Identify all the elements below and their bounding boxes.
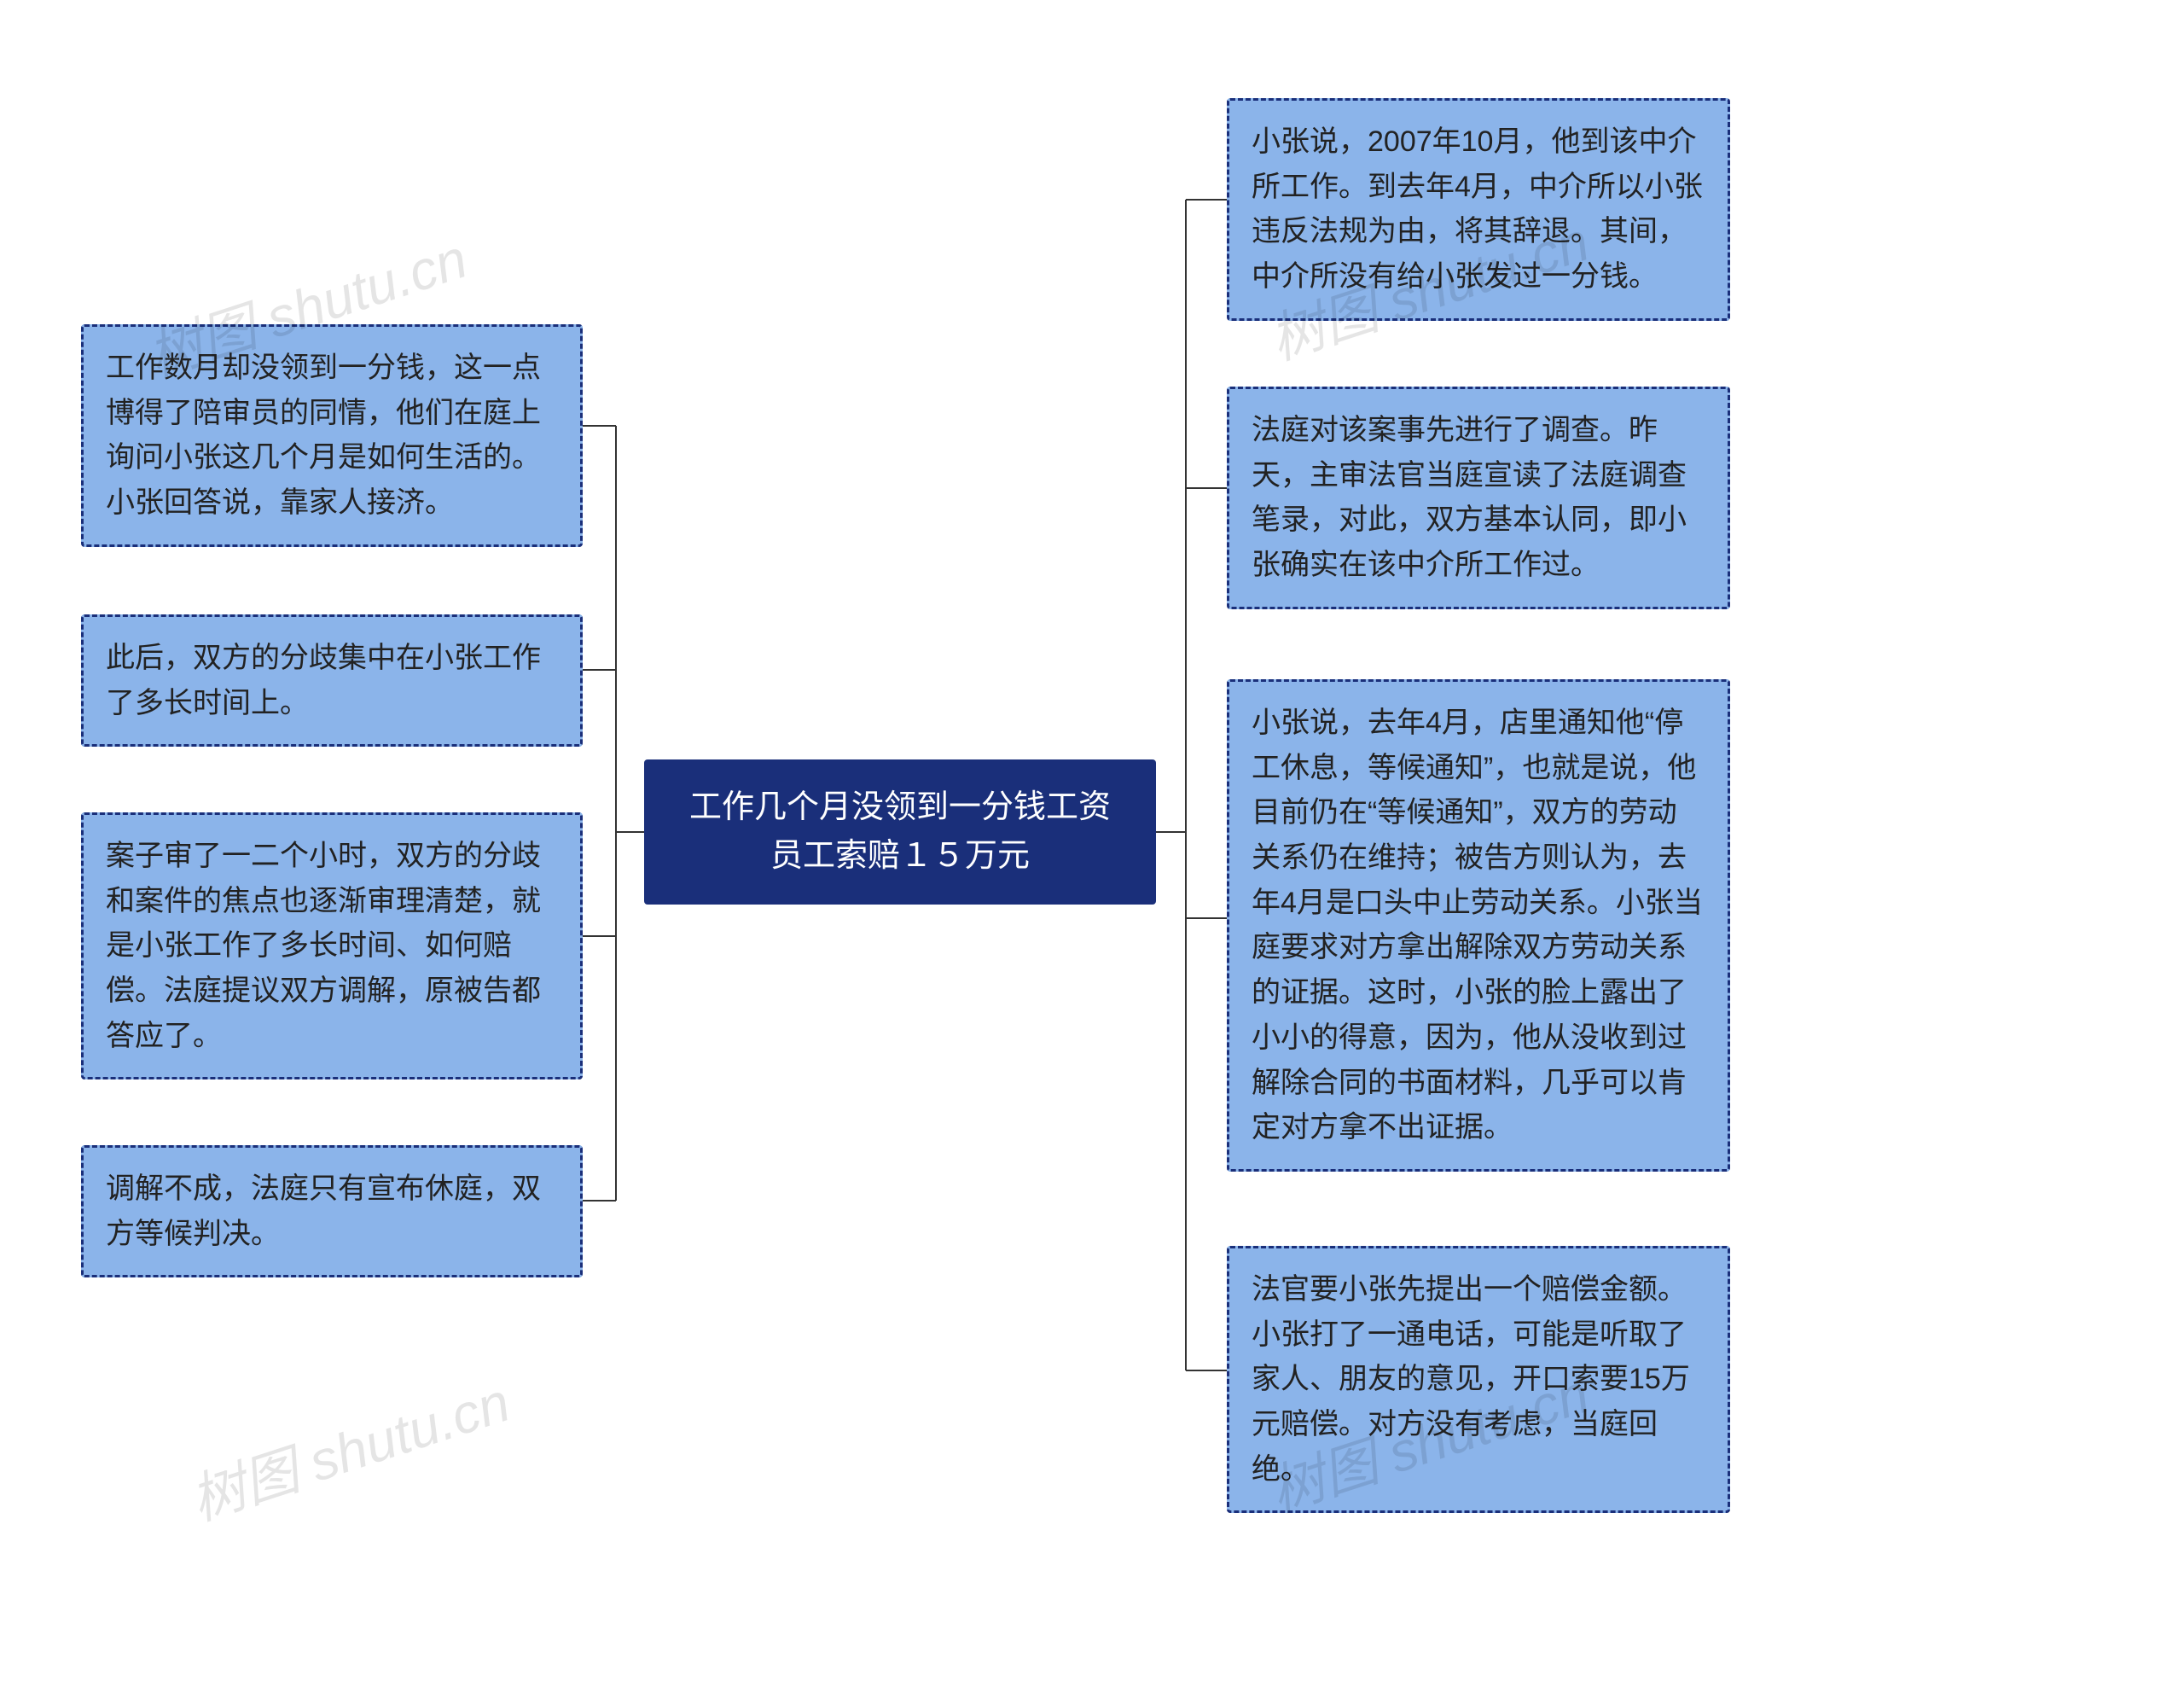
- watermark: 树图 shutu.cn: [179, 1359, 518, 1535]
- right-child-node: 法官要小张先提出一个赔偿金额。小张打了一通电话，可能是听取了家人、朋友的意见，开…: [1227, 1246, 1730, 1513]
- right-child-node: 小张说，去年4月，店里通知他“停工休息，等候通知”，也就是说，他目前仍在“等候通…: [1227, 679, 1730, 1172]
- left-child-text: 调解不成，法庭只有宣布休庭，双方等候判决。: [106, 1172, 541, 1250]
- right-child-node: 小张说，2007年10月，他到该中介所工作。到去年4月，中介所以小张违反法规为由…: [1227, 98, 1730, 321]
- right-child-text: 法庭对该案事先进行了调查。昨天，主审法官当庭宣读了法庭调查笔录，对此，双方基本认…: [1252, 414, 1687, 581]
- left-child-text: 案子审了一二个小时，双方的分歧和案件的焦点也逐渐审理清楚，就是小张工作了多长时间…: [106, 840, 541, 1052]
- right-child-text: 小张说，2007年10月，他到该中介所工作。到去年4月，中介所以小张违反法规为由…: [1252, 125, 1703, 293]
- left-child-text: 工作数月却没领到一分钱，这一点博得了陪审员的同情，他们在庭上询问小张这几个月是如…: [106, 352, 541, 519]
- right-child-text: 小张说，去年4月，店里通知他“停工休息，等候通知”，也就是说，他目前仍在“等候通…: [1252, 707, 1703, 1143]
- left-child-node: 案子审了一二个小时，双方的分歧和案件的焦点也逐渐审理清楚，就是小张工作了多长时间…: [81, 812, 583, 1079]
- left-child-node: 调解不成，法庭只有宣布休庭，双方等候判决。: [81, 1145, 583, 1277]
- left-child-text: 此后，双方的分歧集中在小张工作了多长时间上。: [106, 642, 541, 719]
- right-child-node: 法庭对该案事先进行了调查。昨天，主审法官当庭宣读了法庭调查笔录，对此，双方基本认…: [1227, 387, 1730, 609]
- left-child-node: 此后，双方的分歧集中在小张工作了多长时间上。: [81, 614, 583, 747]
- center-node: 工作几个月没领到一分钱工资 员工索赔１５万元: [644, 759, 1156, 905]
- left-child-node: 工作数月却没领到一分钱，这一点博得了陪审员的同情，他们在庭上询问小张这几个月是如…: [81, 324, 583, 547]
- center-node-text: 工作几个月没领到一分钱工资 员工索赔１５万元: [689, 789, 1143, 874]
- right-child-text: 法官要小张先提出一个赔偿金额。小张打了一通电话，可能是听取了家人、朋友的意见，开…: [1252, 1273, 1690, 1486]
